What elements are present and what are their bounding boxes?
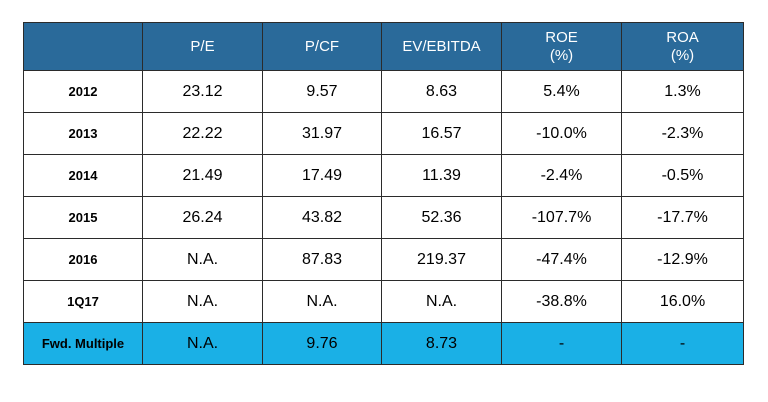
table-cell: 31.97 [262,112,382,155]
table-cell: 21.49 [142,154,263,197]
row-label: 2014 [23,154,143,197]
table-cell: 219.37 [381,238,502,281]
table-cell: N.A. [142,322,263,365]
table-cell: 52.36 [381,196,502,239]
table-row: 2013 22.22 31.97 16.57 -10.0% -2.3% [23,112,744,155]
header-roa: ROA (%) [621,22,744,71]
header-ev-ebitda: EV/EBITDA [381,22,502,71]
table-cell: -47.4% [501,238,622,281]
table-cell: -0.5% [621,154,744,197]
table-cell: -2.3% [621,112,744,155]
forward-multiple-row: Fwd. Multiple N.A. 9.76 8.73 - - [23,322,744,365]
table-cell: -17.7% [621,196,744,239]
table-cell: 9.57 [262,70,382,113]
table-row: 2012 23.12 9.57 8.63 5.4% 1.3% [23,70,744,113]
table-cell: -10.0% [501,112,622,155]
table-cell: 1.3% [621,70,744,113]
table-cell: N.A. [381,280,502,323]
table-cell: 5.4% [501,70,622,113]
table-cell: N.A. [262,280,382,323]
table-cell: 87.83 [262,238,382,281]
table-cell: - [501,322,622,365]
table-cell: 22.22 [142,112,263,155]
table-header-row: P/E P/CF EV/EBITDA ROE (%) ROA (%) [23,22,744,71]
table-row: 1Q17 N.A. N.A. N.A. -38.8% 16.0% [23,280,744,323]
header-roe: ROE (%) [501,22,622,71]
valuation-table: P/E P/CF EV/EBITDA ROE (%) ROA (%) 2012 23… [23,22,744,365]
table-cell: - [621,322,744,365]
table-cell: -107.7% [501,196,622,239]
header-pcf: P/CF [262,22,382,71]
row-label: Fwd. Multiple [23,322,143,365]
table-cell: 9.76 [262,322,382,365]
row-label: 2012 [23,70,143,113]
row-label: 2013 [23,112,143,155]
row-label: 2015 [23,196,143,239]
table-row: 2014 21.49 17.49 11.39 -2.4% -0.5% [23,154,744,197]
table-cell: 11.39 [381,154,502,197]
table-cell: 8.73 [381,322,502,365]
table-cell: -12.9% [621,238,744,281]
table-cell: 16.57 [381,112,502,155]
table-cell: N.A. [142,280,263,323]
header-pe: P/E [142,22,263,71]
table-cell: 16.0% [621,280,744,323]
table-cell: -2.4% [501,154,622,197]
table-row: 2016 N.A. 87.83 219.37 -47.4% -12.9% [23,238,744,281]
table-cell: 17.49 [262,154,382,197]
row-label: 2016 [23,238,143,281]
table-cell: N.A. [142,238,263,281]
table-cell: -38.8% [501,280,622,323]
table-cell: 8.63 [381,70,502,113]
header-corner [23,22,143,71]
table-row: 2015 26.24 43.82 52.36 -107.7% -17.7% [23,196,744,239]
table-cell: 43.82 [262,196,382,239]
row-label: 1Q17 [23,280,143,323]
table-cell: 26.24 [142,196,263,239]
table-cell: 23.12 [142,70,263,113]
